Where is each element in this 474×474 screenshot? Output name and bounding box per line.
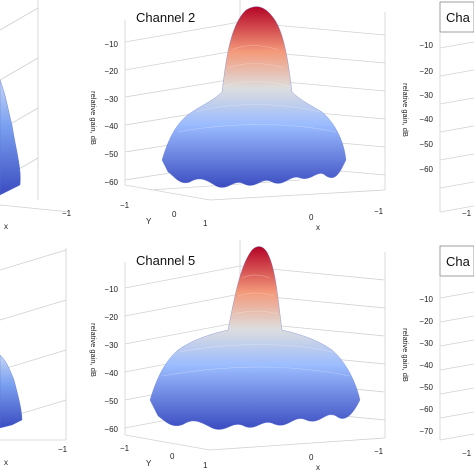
z-tick-bottom-center-4: −50 xyxy=(104,397,118,406)
z-tick-top-right-4: −50 xyxy=(419,140,433,149)
y-tick-top-center-1: 0 xyxy=(172,210,177,219)
z-tick-top-center-0: −10 xyxy=(104,40,118,49)
z-tick-bottom-right-2: −30 xyxy=(419,339,433,348)
panel-bottom-center: Channel 5 relative gain, dB −10 −20 −30 … xyxy=(89,240,386,472)
z-tick-bottom-center-2: −30 xyxy=(104,341,118,350)
x-tick-top-left-0: −1 xyxy=(62,209,72,218)
x-tick-bottom-center-0: 0 xyxy=(309,453,314,462)
x-tick-top-center-1: −1 xyxy=(374,207,384,216)
surface-top-center xyxy=(161,6,347,188)
x-tick-bottom-left-0: −1 xyxy=(58,445,68,454)
z-ticks-bottom-right: −10 −20 −30 −40 −50 −60 −70 xyxy=(419,295,433,436)
z-tick-top-center-5: −60 xyxy=(104,178,118,187)
y-axis-label-top-center: Y xyxy=(146,217,152,226)
x-tick-top-center-0: 0 xyxy=(309,213,314,222)
z-tick-top-right-5: −60 xyxy=(419,165,433,174)
y-axis-label-bottom-center: Y xyxy=(146,459,152,468)
y-tick-top-center-0: −1 xyxy=(120,201,130,210)
z-ticks-top-center: −10 −20 −30 −40 −50 −60 xyxy=(104,40,118,187)
x-ticks-bottom-center: 0 −1 xyxy=(309,447,384,462)
x-tick-bottom-center-1: −1 xyxy=(374,447,384,456)
z-tick-bottom-right-0: −10 xyxy=(419,295,433,304)
panel-bottom-right: Cha relative gain, dB −10 −20 −30 −40 −5… xyxy=(401,245,474,458)
z-tick-top-right-3: −40 xyxy=(419,115,433,124)
z-tick-bottom-center-3: −40 xyxy=(104,369,118,378)
panel-top-left: x −1 xyxy=(0,0,72,231)
contour-bands-top-center xyxy=(177,45,337,133)
surface-bottom-center xyxy=(149,246,361,430)
y-tick-bottom-center-0: −1 xyxy=(120,444,130,453)
z-tick-bottom-center-1: −20 xyxy=(104,313,118,322)
x-axis-label-bottom-left: x xyxy=(4,458,8,467)
panel-title-top-center: Channel 2 xyxy=(136,10,195,25)
z-ticks-bottom-center: −10 −20 −30 −40 −50 −60 xyxy=(104,285,118,434)
z-tick-top-center-1: −20 xyxy=(104,67,118,76)
x-axis-label-top-left: x xyxy=(4,222,8,231)
z-tick-bottom-center-0: −10 xyxy=(104,285,118,294)
z-tick-bottom-right-4: −50 xyxy=(419,383,433,392)
z-tick-top-right-0: −10 xyxy=(419,41,433,50)
panel-title-bottom-center: Channel 5 xyxy=(136,253,195,268)
title-box-top-right xyxy=(439,1,474,33)
y-tick-bottom-center-2: 1 xyxy=(203,461,208,470)
panel-title-top-right: Cha xyxy=(446,10,471,25)
z-axis-label-bottom-center: relative gain, dB xyxy=(89,323,98,377)
z-axis-label-top-center: relative gain, dB xyxy=(89,91,98,145)
grid-bottom-left xyxy=(0,248,67,441)
z-axis-label-top-right: relative gain, dB xyxy=(401,83,410,137)
panel-top-right: Cha relative gain, dB −10 −20 −30 −40 −5… xyxy=(401,1,474,218)
y-ticks-bottom-center: −1 0 1 xyxy=(120,444,208,470)
y-tick-top-center-2: 1 xyxy=(203,219,208,228)
z-tick-bottom-right-1: −20 xyxy=(419,317,433,326)
z-ticks-top-right: −10 −20 −30 −40 −50 −60 xyxy=(419,41,433,174)
z-tick-bottom-right-6: −70 xyxy=(419,427,433,436)
z-tick-bottom-right-5: −60 xyxy=(419,405,433,414)
y-tick-bottom-center-1: 0 xyxy=(170,452,175,461)
z-tick-top-center-4: −50 xyxy=(104,150,118,159)
title-box-bottom-right xyxy=(439,245,474,277)
panel-title-bottom-right: Cha xyxy=(446,254,471,269)
panel-top-center: Channel 2 relative gain, dB −10 −20 −30 … xyxy=(89,0,386,232)
grid-bottom-right xyxy=(439,276,474,441)
panel-bottom-left: x −1 xyxy=(0,248,68,467)
grid-top-right xyxy=(439,32,474,213)
y-ticks-top-center: −1 0 1 xyxy=(120,201,208,228)
z-tick-bottom-center-5: −60 xyxy=(104,425,118,434)
contour-bands-bottom-center xyxy=(161,274,351,377)
z-tick-top-center-2: −30 xyxy=(104,95,118,104)
x-axis-label-top-center: x xyxy=(316,223,320,232)
surface-top-left xyxy=(0,79,21,196)
x-axis-label-bottom-center: x xyxy=(316,463,320,472)
z-axis-label-bottom-right: relative gain, dB xyxy=(401,328,410,382)
x-tick-bottom-right-0: −1 xyxy=(462,449,472,458)
x-tick-top-right-0: −1 xyxy=(462,209,472,218)
z-tick-top-right-2: −30 xyxy=(419,91,433,100)
x-ticks-top-center: 0 −1 xyxy=(309,207,384,222)
z-tick-top-center-3: −40 xyxy=(104,122,118,131)
surface-bottom-left xyxy=(0,354,23,429)
z-tick-bottom-right-3: −40 xyxy=(419,361,433,370)
z-tick-top-right-1: −20 xyxy=(419,67,433,76)
